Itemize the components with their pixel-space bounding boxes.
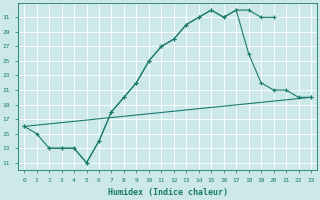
X-axis label: Humidex (Indice chaleur): Humidex (Indice chaleur) (108, 188, 228, 197)
